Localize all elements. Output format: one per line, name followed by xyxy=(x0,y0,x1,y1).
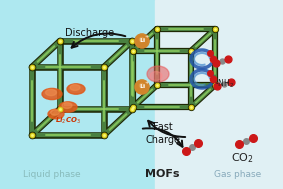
Text: MOFs: MOFs xyxy=(145,169,179,179)
Bar xyxy=(155,0,283,189)
Text: Li$_2$CO$_3$: Li$_2$CO$_3$ xyxy=(55,116,81,126)
Text: Charge: Charge xyxy=(145,135,181,145)
Circle shape xyxy=(135,34,149,48)
Text: Fast: Fast xyxy=(153,122,173,132)
Ellipse shape xyxy=(147,66,169,82)
Circle shape xyxy=(135,80,149,94)
Text: -NH$_2$: -NH$_2$ xyxy=(215,77,234,90)
Text: Gas phase: Gas phase xyxy=(215,170,261,179)
Ellipse shape xyxy=(51,110,59,115)
Text: Li: Li xyxy=(139,84,145,90)
Circle shape xyxy=(135,80,149,94)
Text: CO$_2$: CO$_2$ xyxy=(231,151,253,165)
Ellipse shape xyxy=(70,84,80,90)
Text: Liquid phase: Liquid phase xyxy=(23,170,81,179)
Ellipse shape xyxy=(59,102,77,112)
Ellipse shape xyxy=(67,84,85,94)
Ellipse shape xyxy=(46,89,57,96)
Circle shape xyxy=(135,34,149,48)
Text: Li: Li xyxy=(139,39,145,43)
Ellipse shape xyxy=(42,88,62,100)
Ellipse shape xyxy=(48,109,64,119)
Ellipse shape xyxy=(62,103,72,108)
Text: Discharge: Discharge xyxy=(65,28,115,38)
Text: +: + xyxy=(144,35,149,40)
Text: +: + xyxy=(144,81,149,85)
Ellipse shape xyxy=(150,71,162,81)
